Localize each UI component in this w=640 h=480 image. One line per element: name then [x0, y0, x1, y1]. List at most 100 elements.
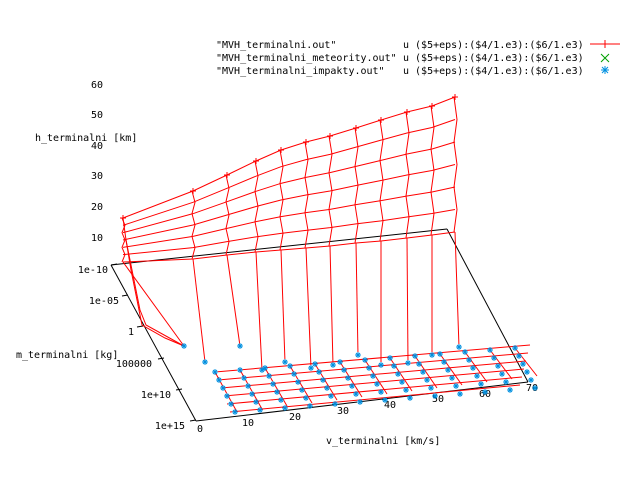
floor-column-line [514, 347, 538, 377]
legend-marker-series-3 [601, 66, 609, 74]
z-tick-label-50: 50 [91, 110, 103, 121]
data-point-marker [349, 383, 355, 389]
data-point-marker [466, 357, 472, 363]
mesh-column-line [191, 190, 196, 260]
data-point-marker [432, 393, 438, 399]
mesh-column-line [379, 119, 384, 242]
data-point-marker [262, 365, 268, 371]
data-point-marker [382, 397, 388, 403]
data-point-marker [445, 367, 451, 373]
mesh-column-line [405, 111, 410, 239]
z-axis: h_terminalni [km] 10 20 30 40 50 60 [35, 80, 137, 244]
legend-using-series-1: u ($5+eps):($4/1.e3):($6/1.e3) [403, 40, 584, 51]
data-point-marker [249, 391, 255, 397]
surface-markers [120, 94, 538, 415]
data-point-marker [520, 361, 526, 367]
data-point-marker [259, 367, 265, 373]
data-point-marker [387, 355, 393, 361]
z-tick-label-40: 40 [91, 141, 103, 152]
y-axis-line [110, 264, 197, 422]
surface-mesh [121, 96, 538, 413]
data-point-marker [257, 407, 263, 413]
data-point-marker [303, 395, 309, 401]
data-point-marker [312, 361, 318, 367]
data-point-marker [412, 353, 418, 359]
y-tick-label-1e15: 1e+15 [155, 421, 185, 432]
floor-column-line [214, 371, 238, 413]
y-tick-label-100000: 100000 [116, 359, 152, 370]
data-point-marker [424, 377, 430, 383]
data-point-marker [282, 405, 288, 411]
mesh-row-line [122, 141, 456, 234]
legend: "MVH_terminalni.out" u ($5+eps):($4/1.e3… [216, 40, 620, 77]
mesh-column-line [279, 149, 284, 251]
data-point-marker [202, 359, 208, 365]
data-point-marker [274, 389, 280, 395]
y-tick-label-1: 1 [128, 327, 134, 338]
mesh-column-line [354, 127, 359, 244]
data-point-marker [452, 94, 458, 100]
mesh-column-line [328, 135, 333, 247]
data-point-marker [181, 343, 187, 349]
z-tick-label-10: 10 [91, 233, 103, 244]
data-point-marker [487, 347, 493, 353]
data-point-marker [449, 375, 455, 381]
y-axis-label: m_terminalni [kg] [16, 350, 118, 361]
x-tick-label-20: 20 [289, 412, 301, 423]
data-point-marker [441, 359, 447, 365]
data-point-marker [299, 387, 305, 393]
data-point-marker [270, 381, 276, 387]
data-point-marker [278, 397, 284, 403]
data-point-marker [403, 387, 409, 393]
data-point-marker [253, 399, 259, 405]
data-point-marker [370, 373, 376, 379]
mesh-drop-line [329, 245, 334, 366]
data-point-marker [232, 409, 238, 415]
data-point-marker [330, 362, 336, 368]
data-point-marker [287, 363, 293, 369]
mesh-edge-line [125, 239, 185, 347]
mesh-row-line [122, 96, 456, 219]
y-axis: m_terminalni [kg] 1e-10 1e-05 1 100000 1… [16, 263, 197, 432]
mesh-row-line [122, 119, 456, 226]
data-point-marker [241, 375, 247, 381]
mesh-row-line [122, 164, 456, 241]
mesh-row-line [122, 209, 456, 256]
data-point-marker [316, 369, 322, 375]
legend-using-series-3: u ($5+eps):($4/1.e3):($6/1.e3) [403, 66, 584, 77]
data-point-marker [328, 393, 334, 399]
data-point-marker [462, 349, 468, 355]
right-axis-line [446, 228, 529, 383]
back-axis-line [110, 228, 448, 266]
legend-marker-series-1 [601, 40, 609, 48]
mesh-drop-line [305, 247, 312, 369]
data-point-marker [478, 381, 484, 387]
mesh-drop-line [454, 231, 460, 348]
x-tick-label-30: 30 [337, 406, 349, 417]
floor-column-line [239, 369, 263, 410]
mesh-column-line [453, 96, 458, 233]
mesh-row-line [122, 231, 456, 263]
legend-label-series-3: "MVH_terminalni_impakty.out" [216, 66, 385, 77]
data-point-marker [282, 359, 288, 365]
x-tick-label-0: 0 [197, 424, 203, 435]
data-point-marker [429, 352, 435, 358]
mesh-column-line [304, 141, 309, 249]
legend-marker-series-2 [600, 53, 610, 63]
data-point-marker [266, 373, 272, 379]
legend-label-series-2: "MVH_terminalni_meteority.out" [216, 53, 397, 64]
x-tick-label-50: 50 [432, 394, 444, 405]
data-point-marker [295, 379, 301, 385]
data-point-marker [253, 158, 259, 164]
y-tick-label-1e-10: 1e-10 [78, 265, 108, 276]
floor-row-line [226, 376, 523, 405]
data-point-marker [220, 385, 226, 391]
data-point-marker [216, 377, 222, 383]
data-point-marker [224, 393, 230, 399]
mesh-drop-line [255, 251, 263, 371]
data-point-marker [528, 377, 534, 383]
floor-row-line [229, 384, 521, 413]
data-point-marker [395, 371, 401, 377]
data-point-marker [428, 385, 434, 391]
mesh-column-line [225, 174, 230, 256]
